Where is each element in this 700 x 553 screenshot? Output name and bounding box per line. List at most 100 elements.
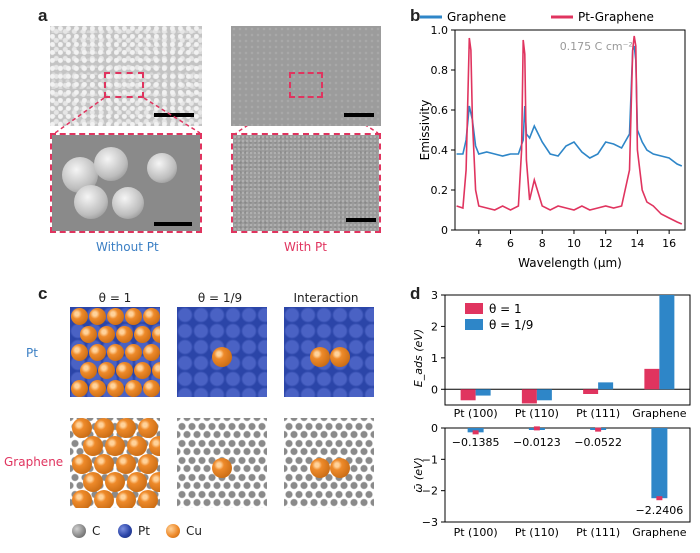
copper-atom xyxy=(88,307,106,325)
column-header-theta-1-9: θ = 1/9 xyxy=(197,291,243,305)
copper-atom xyxy=(116,454,136,474)
copper-atom xyxy=(79,325,97,343)
y-axis-label: ω̄ (eV) xyxy=(412,457,425,493)
category-label: Pt (100) xyxy=(454,526,498,539)
zoom-frame xyxy=(231,133,381,233)
copper-atom xyxy=(115,361,133,379)
copper-atom xyxy=(142,379,160,397)
plot-frame xyxy=(444,427,691,523)
copper-atom xyxy=(124,379,142,397)
y-tick-label: 2 xyxy=(431,320,438,333)
category-label: Pt (110) xyxy=(515,526,559,539)
bar xyxy=(583,389,599,394)
column-header-theta-1: θ = 1 xyxy=(98,291,132,305)
copper-atom xyxy=(70,307,88,325)
copper-atom xyxy=(212,458,232,478)
copper-atom xyxy=(330,347,350,367)
y-tick-label: 0.4 xyxy=(431,144,449,157)
copper-atom xyxy=(127,436,147,456)
bar xyxy=(521,389,537,404)
model-pt-theta-1 xyxy=(70,307,160,397)
model-graphene-theta-1 xyxy=(70,418,160,508)
carbon-atom-icon xyxy=(72,524,86,538)
copper-atom xyxy=(330,458,350,478)
x-tick-label: 12 xyxy=(599,237,613,250)
legend-label: Graphene xyxy=(447,10,506,24)
copper-atom xyxy=(105,436,125,456)
category-label: Graphene xyxy=(632,526,686,539)
bar xyxy=(598,382,614,390)
legend-label: θ = 1/9 xyxy=(489,318,533,332)
legend-swatch xyxy=(465,303,483,314)
y-tick-label: −3 xyxy=(422,516,438,529)
emissivity-chart: 0 0.2 0.4 0.6 0.8 1.0 4 6 8 10 12 14 16 Wavelength (μ… xyxy=(418,10,686,270)
bar xyxy=(659,295,675,390)
y-tick-label: 3 xyxy=(431,289,438,302)
copper-atom xyxy=(149,472,160,492)
data-label: −0.0123 xyxy=(513,436,561,449)
y-tick-label: 1 xyxy=(431,352,438,365)
y-tick-label: −1 xyxy=(422,453,438,466)
scale-bar xyxy=(346,218,376,222)
legend-label: θ = 1 xyxy=(489,302,522,316)
copper-atom xyxy=(94,418,114,438)
zoom-frame xyxy=(50,133,202,233)
panel-label-a: a xyxy=(38,6,48,25)
model-pt-theta-1-9 xyxy=(177,307,267,397)
copper-atom xyxy=(79,361,97,379)
column-header-interaction: Interaction xyxy=(293,291,359,305)
platinum-atom-icon xyxy=(118,524,132,538)
data-label: −0.1385 xyxy=(452,436,500,449)
series-line-0 xyxy=(456,45,683,167)
copper-atom xyxy=(83,436,103,456)
legend-label: Pt xyxy=(138,524,150,538)
copper-atom xyxy=(127,472,147,492)
copper-atom xyxy=(151,325,160,343)
copper-atom xyxy=(72,490,92,508)
model-pt-interaction xyxy=(284,307,374,397)
copper-atom xyxy=(310,458,330,478)
copper-atom xyxy=(106,307,124,325)
copper-atom xyxy=(106,379,124,397)
copper-atom xyxy=(97,361,115,379)
data-label: −0.0522 xyxy=(574,436,622,449)
category-label: Graphene xyxy=(632,407,686,420)
annotation: 0.175 C cm⁻² xyxy=(560,40,633,53)
copper-atom xyxy=(72,454,92,474)
copper-atom xyxy=(83,472,103,492)
copper-atom xyxy=(116,418,136,438)
copper-atom xyxy=(124,307,142,325)
copper-atom xyxy=(310,347,330,367)
bar-cap xyxy=(533,426,540,431)
copper-atom xyxy=(70,343,88,361)
copper-atom xyxy=(115,325,133,343)
copper-atom xyxy=(124,343,142,361)
copper-atom xyxy=(94,490,114,508)
bar xyxy=(536,389,552,401)
copper-atom xyxy=(97,325,115,343)
sem-image-with-pt-low-mag xyxy=(231,26,381,126)
copper-atom xyxy=(72,418,92,438)
adsorption-chart: 0 1 2 3 E_ads (eV) Pt (100) Pt (110) Pt (111) Gr… xyxy=(412,289,691,539)
y-tick-label: 0 xyxy=(431,383,438,396)
x-tick-label: 8 xyxy=(539,237,546,250)
copper-atom xyxy=(212,347,232,367)
bar xyxy=(460,389,476,401)
copper-atom xyxy=(142,307,160,325)
copper-atom xyxy=(133,325,151,343)
sem-image-without-pt-low-mag xyxy=(50,26,202,126)
bar xyxy=(467,428,484,433)
copper-atom xyxy=(142,343,160,361)
x-tick-label: 10 xyxy=(567,237,581,250)
y-tick-label: −2 xyxy=(422,485,438,498)
scale-bar xyxy=(154,222,192,226)
data-label: −2.2406 xyxy=(636,504,684,517)
y-axis-label: Emissivity xyxy=(418,100,432,161)
y-axis-label: E_ads (eV) xyxy=(412,329,425,387)
model-graphene-interaction xyxy=(284,418,374,508)
category-label: Pt (111) xyxy=(576,407,620,420)
row-label-pt: Pt xyxy=(26,346,38,360)
bar xyxy=(651,428,668,499)
copper-atom xyxy=(138,454,158,474)
panel-label-b: b xyxy=(410,6,421,25)
